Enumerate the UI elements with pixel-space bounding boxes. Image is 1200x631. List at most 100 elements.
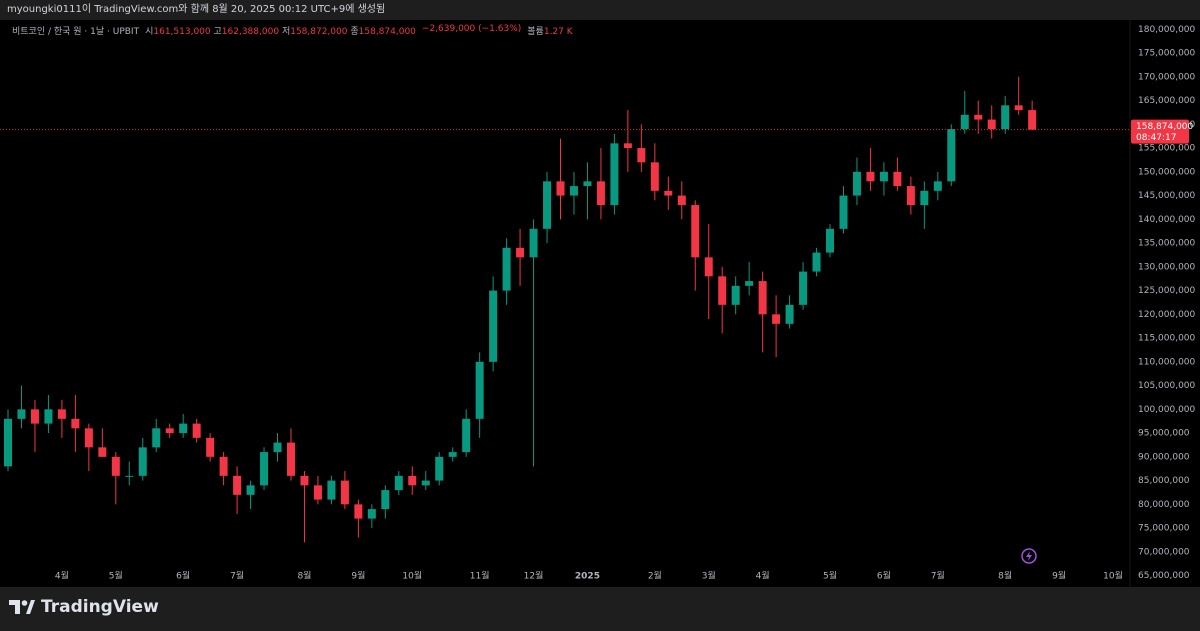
- candle-body: [691, 205, 700, 258]
- candle-body: [435, 456, 444, 481]
- x-tick-label: 11월: [470, 570, 490, 582]
- candle-body: [785, 304, 794, 324]
- candle-body: [448, 452, 457, 457]
- y-tick-label: 80,000,000: [1138, 500, 1190, 510]
- candle-body: [313, 485, 322, 500]
- y-tick-label: 145,000,000: [1138, 191, 1196, 201]
- candle-body: [704, 257, 713, 277]
- y-tick-label: 180,000,000: [1138, 25, 1196, 35]
- candle-body: [839, 195, 848, 229]
- candle-body: [138, 447, 147, 476]
- y-tick-label: 105,000,000: [1138, 381, 1196, 391]
- y-tick-label: 90,000,000: [1138, 452, 1190, 462]
- candle-body: [475, 361, 484, 419]
- candle-body: [906, 186, 915, 206]
- y-tick-label: 170,000,000: [1138, 72, 1196, 82]
- candle-body: [1001, 105, 1010, 130]
- candle-body: [30, 409, 39, 424]
- candle-body: [192, 423, 201, 438]
- symbol: 비트코인 / 한국 원 · 1날 · UPBIT: [12, 27, 140, 37]
- candle-body: [4, 418, 12, 467]
- candle-body: [502, 247, 511, 291]
- y-tick-label: 165,000,000: [1138, 96, 1196, 106]
- candle-body: [745, 281, 754, 286]
- candle-body: [893, 171, 902, 187]
- candle-body: [637, 148, 646, 163]
- candle-body: [125, 475, 134, 477]
- flash-icon[interactable]: [1021, 548, 1037, 564]
- volume: 1.27 K: [543, 27, 573, 37]
- candle-body: [596, 181, 605, 206]
- candle-body: [974, 114, 983, 120]
- candle-body: [731, 285, 740, 305]
- candle-body: [556, 181, 565, 196]
- candle-body: [260, 452, 269, 486]
- x-tick-label: 4월: [756, 570, 770, 582]
- x-tick-label: 2월: [648, 570, 662, 582]
- y-tick-label: 110,000,000: [1138, 357, 1196, 367]
- candle-body: [340, 480, 349, 505]
- candle-body: [947, 129, 956, 182]
- x-tick-label: 7월: [931, 570, 945, 582]
- candle-body: [394, 475, 403, 491]
- ohlc-label: 고: [213, 27, 222, 37]
- candle-body: [758, 281, 767, 315]
- candle-body: [300, 475, 309, 486]
- candle-body: [286, 442, 295, 476]
- candle-body: [246, 485, 255, 495]
- x-tick-label: 3월: [702, 570, 716, 582]
- y-tick-label: 125,000,000: [1138, 286, 1196, 296]
- candle-body: [583, 181, 592, 187]
- y-tick-label: 95,000,000: [1138, 429, 1190, 439]
- caption: myoungki0111이 TradingView.com와 함께 8월 20,…: [0, 0, 1200, 20]
- y-tick-label: 100,000,000: [1138, 405, 1196, 415]
- ohlc-value: 161,513,000: [153, 27, 211, 37]
- candle-body: [852, 171, 861, 196]
- candle-body: [165, 428, 174, 434]
- volume-label: 볼륨: [527, 27, 544, 37]
- candle-body: [381, 490, 390, 510]
- x-tick-label: 9월: [1052, 570, 1066, 582]
- y-tick-label: 175,000,000: [1138, 49, 1196, 59]
- price-tag-label: 158,874,000: [1136, 122, 1194, 132]
- ohlc: 시161,513,000 고162,388,000 저158,872,000 종…: [145, 24, 416, 37]
- candle-body: [987, 119, 996, 130]
- candle-body: [71, 418, 80, 429]
- candle-body: [98, 447, 107, 457]
- ohlc-label: 저: [281, 27, 291, 37]
- brand-name: TradingView: [41, 597, 159, 617]
- x-tick-label: 7월: [230, 570, 244, 582]
- change: −2,639,000 (−1.63%): [421, 24, 522, 34]
- candle-body: [569, 186, 578, 196]
- y-tick-label: 135,000,000: [1138, 239, 1196, 249]
- candle-body: [462, 418, 471, 453]
- ohlc-label: 종: [350, 27, 359, 37]
- ohlc-label: 시: [145, 27, 154, 37]
- x-tick-label: 4월: [55, 570, 69, 582]
- candle-body: [664, 190, 673, 196]
- x-tick-label: 5월: [109, 570, 123, 582]
- candle-body: [57, 409, 66, 419]
- candle-body: [179, 423, 188, 434]
- candle-body: [677, 195, 686, 206]
- candle-body: [421, 480, 430, 486]
- brand[interactable]: TradingView: [9, 597, 159, 617]
- candle-body: [920, 190, 929, 206]
- y-tick-label: 120,000,000: [1138, 310, 1196, 320]
- y-tick-label: 70,000,000: [1138, 547, 1190, 557]
- candle-body: [206, 437, 215, 457]
- x-tick-label: 10월: [1103, 570, 1123, 582]
- chart-bg: [0, 20, 1200, 587]
- candle-body: [799, 271, 808, 305]
- candle-body: [933, 181, 942, 191]
- x-tick-label: 6월: [877, 570, 891, 582]
- candle-body: [610, 143, 619, 206]
- candle-body: [489, 290, 498, 362]
- countdown: 08:47:17: [1136, 133, 1176, 143]
- candle-body: [772, 314, 781, 324]
- candle-body: [273, 442, 282, 453]
- candle-body: [152, 428, 161, 448]
- x-tick-label: 10월: [402, 570, 422, 582]
- x-tick-label: 2025: [575, 572, 600, 582]
